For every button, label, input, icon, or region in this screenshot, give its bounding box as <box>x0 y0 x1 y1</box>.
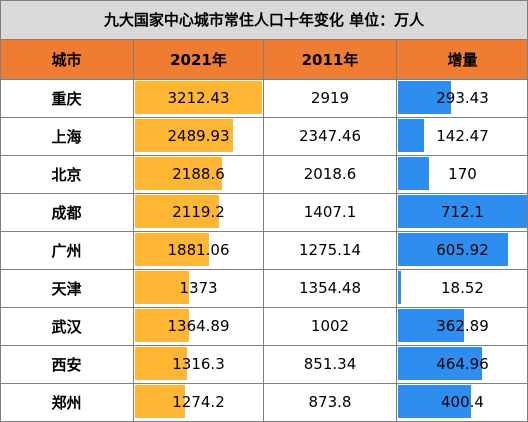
value-2011: 1354.48 <box>298 279 362 297</box>
value-2011: 1275.14 <box>298 241 362 259</box>
bar-2021 <box>135 385 185 418</box>
table-row: 广州 1881.06 1275.14 605.92 <box>0 231 528 269</box>
bar-2021 <box>135 81 262 114</box>
value-increase: 18.52 <box>441 279 484 297</box>
bar-2021 <box>135 271 189 304</box>
city-cell: 西安 <box>51 355 82 374</box>
row-divider <box>0 231 528 232</box>
value-2021: 2489.93 <box>167 127 230 145</box>
header-2021: 2021年 <box>134 40 263 79</box>
table-row: 武汉 1364.89 1002 362.89 <box>0 307 528 345</box>
bar-2021 <box>135 119 233 152</box>
bar-increase <box>398 271 401 304</box>
bar-2021 <box>135 157 222 190</box>
value-2011: 851.34 <box>303 355 357 373</box>
value-2011: 1407.1 <box>303 203 357 221</box>
header-2011: 2011年 <box>264 40 396 79</box>
value-2011: 2018.6 <box>303 165 357 183</box>
table-row: 重庆 3212.43 2919 293.43 <box>0 79 528 117</box>
row-divider <box>0 269 528 270</box>
row-divider <box>0 307 528 308</box>
value-2011: 2919 <box>310 89 350 107</box>
row-divider <box>0 79 528 80</box>
bar-increase <box>398 119 424 152</box>
value-2021: 1316.3 <box>172 355 225 373</box>
value-increase: 400.4 <box>441 393 484 411</box>
header-increase: 增量 <box>397 40 528 79</box>
bar-increase <box>398 347 482 380</box>
column-divider <box>133 40 134 422</box>
column-divider <box>263 40 264 422</box>
value-2011: 1002 <box>310 317 350 335</box>
city-cell: 成都 <box>51 203 82 222</box>
table-row: 成都 2119.2 1407.1 712.1 <box>0 193 528 231</box>
value-increase: 293.43 <box>436 89 489 107</box>
bar-increase <box>398 385 471 418</box>
bar-2021 <box>135 309 189 342</box>
city-cell: 上海 <box>51 127 82 146</box>
value-2021: 1373 <box>179 279 218 297</box>
bar-increase <box>398 81 451 114</box>
value-2021: 1881.06 <box>167 241 230 259</box>
bar-increase <box>398 157 429 190</box>
value-2021: 2119.2 <box>172 203 225 221</box>
bar-increase <box>398 195 527 228</box>
value-2011: 873.8 <box>308 393 352 411</box>
row-divider <box>0 117 528 118</box>
city-cell: 天津 <box>51 279 82 298</box>
value-increase: 464.96 <box>436 355 489 373</box>
row-divider <box>0 193 528 194</box>
table-row: 北京 2188.6 2018.6 170 <box>0 155 528 193</box>
city-cell: 北京 <box>51 165 82 184</box>
row-divider <box>0 345 528 346</box>
value-increase: 170 <box>448 165 477 183</box>
value-2021: 3212.43 <box>167 89 230 107</box>
header-city: 城市 <box>0 40 133 79</box>
value-2011: 2347.46 <box>298 127 362 145</box>
row-divider <box>0 383 528 384</box>
bar-2021 <box>135 233 209 266</box>
table-title: 九大国家中心城市常住人口十年变化 单位：万人 <box>0 0 528 40</box>
value-2021: 1274.2 <box>172 393 225 411</box>
value-increase: 142.47 <box>436 127 489 145</box>
city-cell: 武汉 <box>51 317 82 336</box>
city-cell: 重庆 <box>51 89 82 108</box>
table-row: 郑州 1274.2 873.8 400.4 <box>0 383 528 421</box>
bar-2021 <box>135 347 187 380</box>
value-2021: 1364.89 <box>167 317 230 335</box>
value-increase: 712.1 <box>441 203 484 221</box>
bar-2021 <box>135 195 219 228</box>
column-divider <box>396 40 397 422</box>
city-cell: 郑州 <box>51 393 82 412</box>
table-row: 西安 1316.3 851.34 464.96 <box>0 345 528 383</box>
city-cell: 广州 <box>51 241 82 260</box>
value-increase: 362.89 <box>436 317 489 335</box>
table-row: 天津 1373 1354.48 18.52 <box>0 269 528 307</box>
row-divider <box>0 155 528 156</box>
value-increase: 605.92 <box>436 241 489 259</box>
table-row: 上海 2489.93 2347.46 142.47 <box>0 117 528 155</box>
bar-increase <box>398 309 464 342</box>
bar-increase <box>398 233 508 266</box>
value-2021: 2188.6 <box>172 165 225 183</box>
